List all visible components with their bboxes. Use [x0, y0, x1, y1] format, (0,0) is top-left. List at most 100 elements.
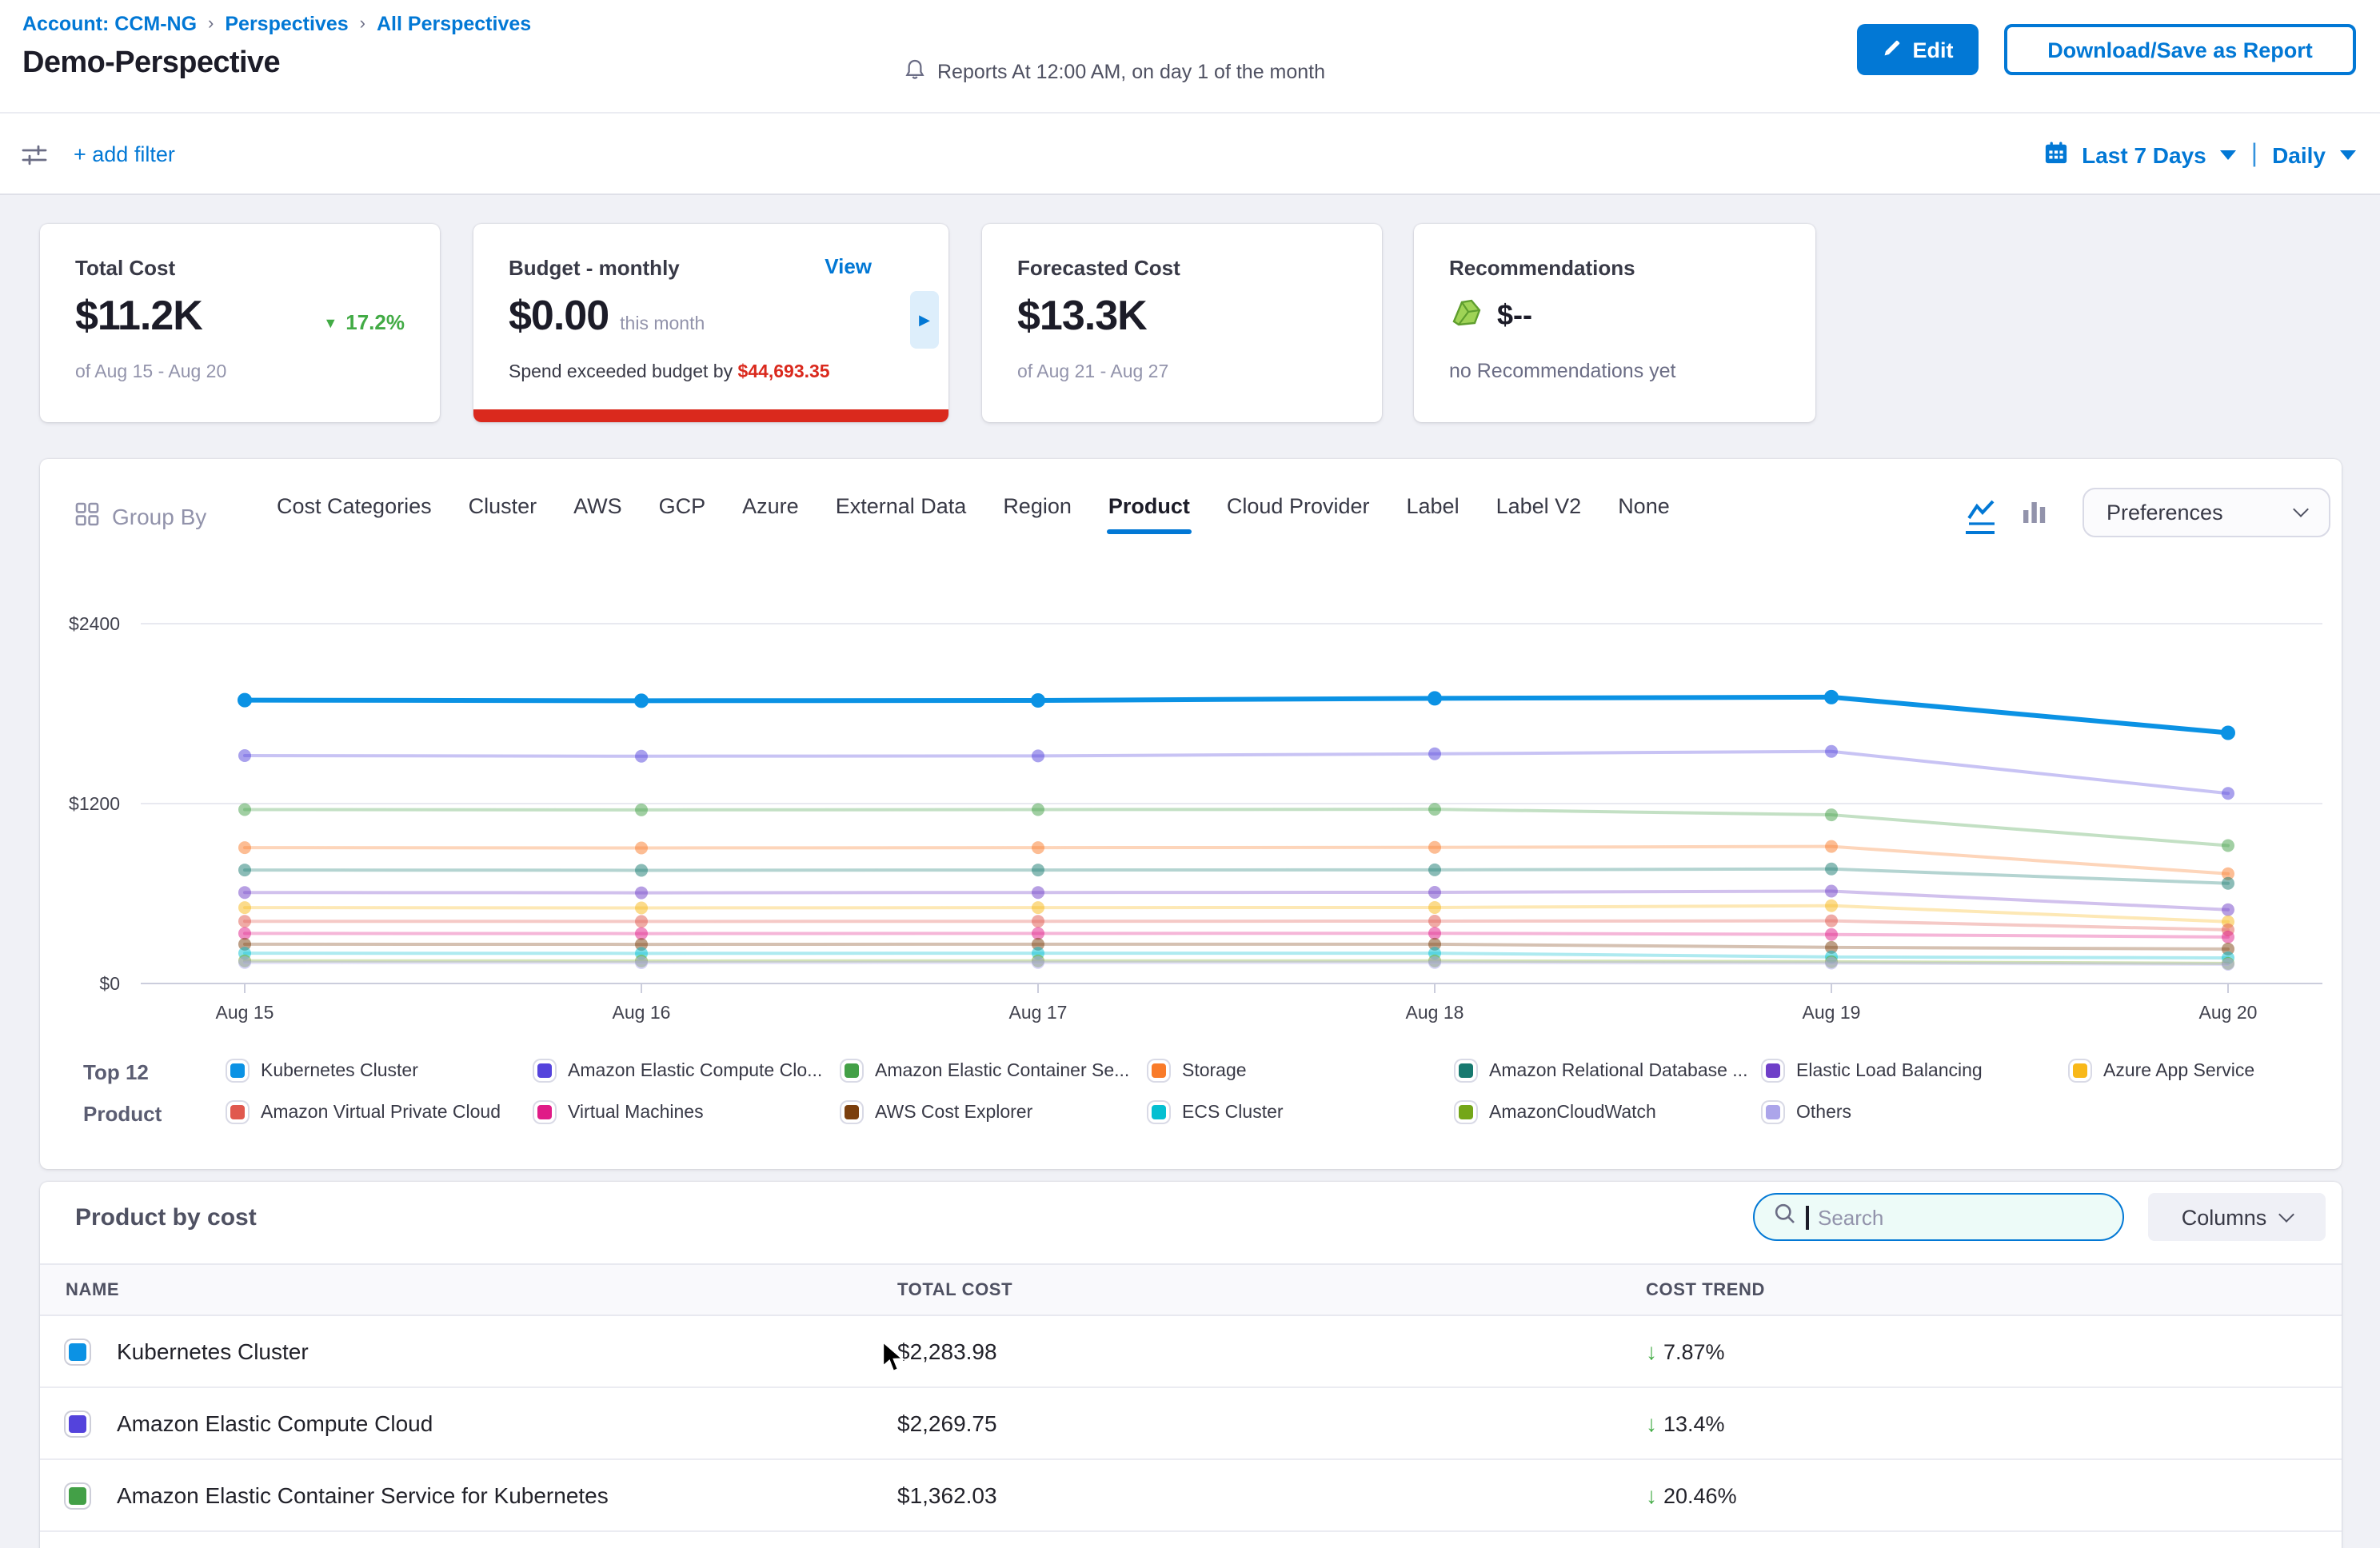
legend-item-ecs-cluster[interactable]: ECS Cluster — [1148, 1097, 1456, 1127]
legend-item-amazon-virtual-private-cloud[interactable]: Amazon Virtual Private Cloud — [227, 1097, 534, 1127]
line-series-amazon-relational-database-service[interactable] — [245, 869, 2228, 884]
data-point-amazon-elastic-container-service-for-kubernetes-aug-19[interactable] — [1825, 808, 1838, 821]
data-point-amazon-elastic-container-service-for-kubernetes-aug-15[interactable] — [238, 804, 251, 816]
data-point-storage-aug-15[interactable] — [238, 841, 251, 854]
columns-dropdown[interactable]: Columns — [2148, 1193, 2326, 1241]
data-point-amazon-virtual-private-cloud-aug-18[interactable] — [1428, 915, 1441, 928]
data-point-amazon-elastic-container-service-for-kubernetes-aug-18[interactable] — [1428, 803, 1441, 816]
data-point-azure-app-service-aug-18[interactable] — [1428, 901, 1441, 914]
data-point-amazon-elastic-compute-cloud-aug-20[interactable] — [2222, 787, 2234, 800]
data-point-kubernetes-cluster-aug-16[interactable] — [634, 693, 649, 708]
legend-item-others[interactable]: Others — [1763, 1097, 2070, 1127]
download-save-report-button[interactable]: Download/Save as Report — [2004, 24, 2356, 75]
data-point-storage-aug-17[interactable] — [1032, 841, 1044, 854]
data-point-storage-aug-16[interactable] — [635, 842, 648, 855]
legend-item-amazon-elastic-compute-clo[interactable]: Amazon Elastic Compute Clo... — [534, 1055, 841, 1086]
breadcrumb-all-perspectives[interactable]: All Perspectives — [377, 13, 531, 35]
data-point-amazon-relational-database-service-aug-20[interactable] — [2222, 877, 2234, 890]
line-series-amazon-elastic-compute-cloud[interactable] — [245, 752, 2228, 794]
data-point-azure-app-service-aug-16[interactable] — [635, 902, 648, 915]
data-point-kubernetes-cluster-aug-18[interactable] — [1428, 691, 1442, 705]
data-point-azure-app-service-aug-17[interactable] — [1032, 901, 1044, 914]
data-point-others-aug-20[interactable] — [2222, 958, 2234, 971]
granularity-selector[interactable]: Daily — [2272, 142, 2326, 167]
breadcrumb-perspectives[interactable]: Perspectives — [225, 13, 348, 35]
legend-item-azure-app-service[interactable]: Azure App Service — [2070, 1055, 2377, 1086]
data-point-amazon-virtual-private-cloud-aug-16[interactable] — [635, 915, 648, 928]
line-series-others[interactable] — [245, 963, 2228, 964]
data-point-amazon-elastic-compute-cloud-aug-17[interactable] — [1032, 749, 1044, 762]
legend-item-storage[interactable]: Storage — [1148, 1055, 1456, 1086]
legend-item-aws-cost-explorer[interactable]: AWS Cost Explorer — [841, 1097, 1148, 1127]
line-series-azure-app-service[interactable] — [245, 906, 2228, 922]
legend-item-virtual-machines[interactable]: Virtual Machines — [534, 1097, 841, 1127]
chevron-down-icon[interactable] — [2221, 150, 2237, 160]
data-point-kubernetes-cluster-aug-19[interactable] — [1824, 690, 1839, 704]
data-point-others-aug-16[interactable] — [635, 956, 648, 969]
data-point-amazon-relational-database-service-aug-18[interactable] — [1428, 864, 1441, 876]
line-series-virtual-machines[interactable] — [245, 933, 2228, 937]
data-point-amazon-relational-database-service-aug-19[interactable] — [1825, 863, 1838, 876]
chevron-down-icon[interactable] — [2340, 150, 2356, 160]
column-header-name[interactable]: NAME — [66, 1281, 119, 1300]
data-point-virtual-machines-aug-18[interactable] — [1428, 927, 1441, 940]
legend-item-kubernetes-cluster[interactable]: Kubernetes Cluster — [227, 1055, 534, 1086]
data-point-kubernetes-cluster-aug-20[interactable] — [2221, 726, 2235, 740]
legend-item-elastic-load-balancing[interactable]: Elastic Load Balancing — [1763, 1055, 2070, 1086]
legend-item-amazon-elastic-container-se[interactable]: Amazon Elastic Container Se... — [841, 1055, 1148, 1086]
carousel-next-button[interactable]: ▶ — [910, 291, 939, 349]
add-filter-button[interactable]: + add filter — [74, 142, 175, 166]
legend-item-amazon-relational-database[interactable]: Amazon Relational Database ... — [1456, 1055, 1763, 1086]
data-point-storage-aug-18[interactable] — [1428, 841, 1441, 854]
data-point-amazon-relational-database-service-aug-17[interactable] — [1032, 864, 1044, 876]
data-point-kubernetes-cluster-aug-15[interactable] — [238, 693, 252, 708]
line-series-amazon-virtual-private-cloud[interactable] — [245, 921, 2228, 930]
data-point-azure-app-service-aug-15[interactable] — [238, 901, 251, 914]
data-point-amazon-elastic-compute-cloud-aug-19[interactable] — [1825, 745, 1838, 758]
breadcrumb-account-ccm-ng[interactable]: Account: CCM-NG — [22, 13, 197, 35]
data-point-amazon-elastic-container-service-for-kubernetes-aug-17[interactable] — [1032, 804, 1044, 816]
data-point-elastic-load-balancing-aug-18[interactable] — [1428, 886, 1441, 899]
line-series-ecs-cluster[interactable] — [245, 953, 2228, 958]
data-point-azure-app-service-aug-19[interactable] — [1825, 900, 1838, 912]
bell-icon — [904, 58, 926, 86]
table-row-amazon-elastic-container-service-for-kubernetes[interactable]: Amazon Elastic Container Service for Kub… — [40, 1460, 2342, 1532]
table-row-amazon-elastic-compute-cloud[interactable]: Amazon Elastic Compute Cloud$2,269.75↓13… — [40, 1388, 2342, 1460]
data-point-elastic-load-balancing-aug-17[interactable] — [1032, 886, 1044, 899]
data-point-amazon-relational-database-service-aug-15[interactable] — [238, 864, 251, 876]
legend-item-amazoncloudwatch[interactable]: AmazonCloudWatch — [1456, 1097, 1763, 1127]
data-point-elastic-load-balancing-aug-20[interactable] — [2222, 904, 2234, 916]
data-point-others-aug-19[interactable] — [1825, 957, 1838, 970]
data-point-elastic-load-balancing-aug-16[interactable] — [635, 887, 648, 900]
data-point-virtual-machines-aug-19[interactable] — [1825, 928, 1838, 941]
search-icon — [1774, 1202, 1796, 1232]
data-point-amazon-elastic-compute-cloud-aug-15[interactable] — [238, 749, 251, 762]
data-point-others-aug-15[interactable] — [238, 956, 251, 969]
date-range-selector[interactable]: Last 7 Days — [2082, 142, 2206, 167]
data-point-kubernetes-cluster-aug-17[interactable] — [1031, 693, 1045, 708]
data-point-amazon-elastic-compute-cloud-aug-16[interactable] — [635, 750, 648, 763]
edit-button[interactable]: Edit — [1857, 24, 1979, 75]
data-point-others-aug-17[interactable] — [1032, 956, 1044, 969]
data-point-elastic-load-balancing-aug-19[interactable] — [1825, 885, 1838, 898]
line-series-aws-cost-explorer[interactable] — [245, 944, 2228, 949]
data-point-amazon-relational-database-service-aug-16[interactable] — [635, 864, 648, 876]
data-point-amazon-elastic-compute-cloud-aug-18[interactable] — [1428, 748, 1441, 760]
data-point-amazon-elastic-container-service-for-kubernetes-aug-16[interactable] — [635, 804, 648, 816]
budget-view-link[interactable]: View — [825, 254, 872, 278]
data-point-amazon-virtual-private-cloud-aug-19[interactable] — [1825, 915, 1838, 928]
table-row-kubernetes-cluster[interactable]: Kubernetes Cluster$2,283.98↓7.87% — [40, 1316, 2342, 1388]
column-header-cost-trend[interactable]: COST TREND — [1646, 1281, 1765, 1300]
line-series-amazon-elastic-container-service-for-kubernetes[interactable] — [245, 809, 2228, 845]
data-point-amazon-elastic-container-service-for-kubernetes-aug-20[interactable] — [2222, 840, 2234, 852]
data-point-amazon-virtual-private-cloud-aug-15[interactable] — [238, 915, 251, 928]
column-header-total-cost[interactable]: TOTAL COST — [897, 1281, 1012, 1300]
data-point-others-aug-18[interactable] — [1428, 956, 1441, 969]
data-point-elastic-load-balancing-aug-15[interactable] — [238, 886, 251, 899]
line-series-kubernetes-cluster[interactable] — [245, 697, 2228, 733]
filter-sliders-icon[interactable] — [21, 142, 48, 176]
data-point-virtual-machines-aug-20[interactable] — [2222, 931, 2234, 944]
search-input[interactable]: Search — [1753, 1193, 2124, 1241]
data-point-storage-aug-19[interactable] — [1825, 840, 1838, 853]
data-point-amazon-virtual-private-cloud-aug-17[interactable] — [1032, 915, 1044, 928]
